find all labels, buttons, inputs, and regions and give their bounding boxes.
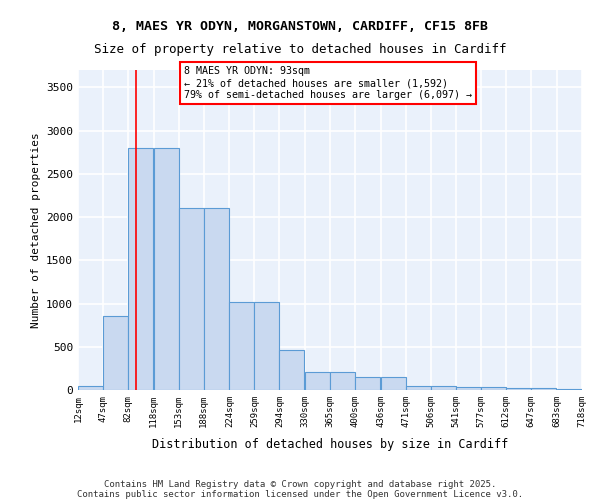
Bar bbox=[455, 387, 481, 390]
Bar bbox=[506, 388, 532, 390]
Text: 8 MAES YR ODYN: 93sqm
← 21% of detached houses are smaller (1,592)
79% of semi-d: 8 MAES YR ODYN: 93sqm ← 21% of detached … bbox=[184, 66, 472, 100]
Bar bbox=[154, 148, 179, 390]
Bar bbox=[103, 316, 128, 390]
Text: 8, MAES YR ODYN, MORGANSTOWN, CARDIFF, CF15 8FB: 8, MAES YR ODYN, MORGANSTOWN, CARDIFF, C… bbox=[112, 20, 488, 33]
Bar bbox=[179, 208, 203, 390]
Bar bbox=[406, 386, 431, 390]
Bar bbox=[355, 378, 380, 390]
Bar bbox=[330, 372, 355, 390]
X-axis label: Distribution of detached houses by size in Cardiff: Distribution of detached houses by size … bbox=[152, 438, 508, 451]
Bar bbox=[203, 208, 229, 390]
Bar bbox=[128, 148, 153, 390]
Bar bbox=[305, 372, 330, 390]
Bar bbox=[532, 388, 556, 390]
Bar bbox=[481, 387, 506, 390]
Bar bbox=[431, 386, 455, 390]
Bar bbox=[380, 378, 406, 390]
Bar bbox=[78, 386, 103, 390]
Bar bbox=[280, 350, 304, 390]
Text: Contains HM Land Registry data © Crown copyright and database right 2025.
Contai: Contains HM Land Registry data © Crown c… bbox=[77, 480, 523, 500]
Text: Size of property relative to detached houses in Cardiff: Size of property relative to detached ho… bbox=[94, 42, 506, 56]
Bar bbox=[557, 389, 582, 390]
Y-axis label: Number of detached properties: Number of detached properties bbox=[31, 132, 41, 328]
Bar bbox=[254, 302, 280, 390]
Bar bbox=[229, 302, 254, 390]
